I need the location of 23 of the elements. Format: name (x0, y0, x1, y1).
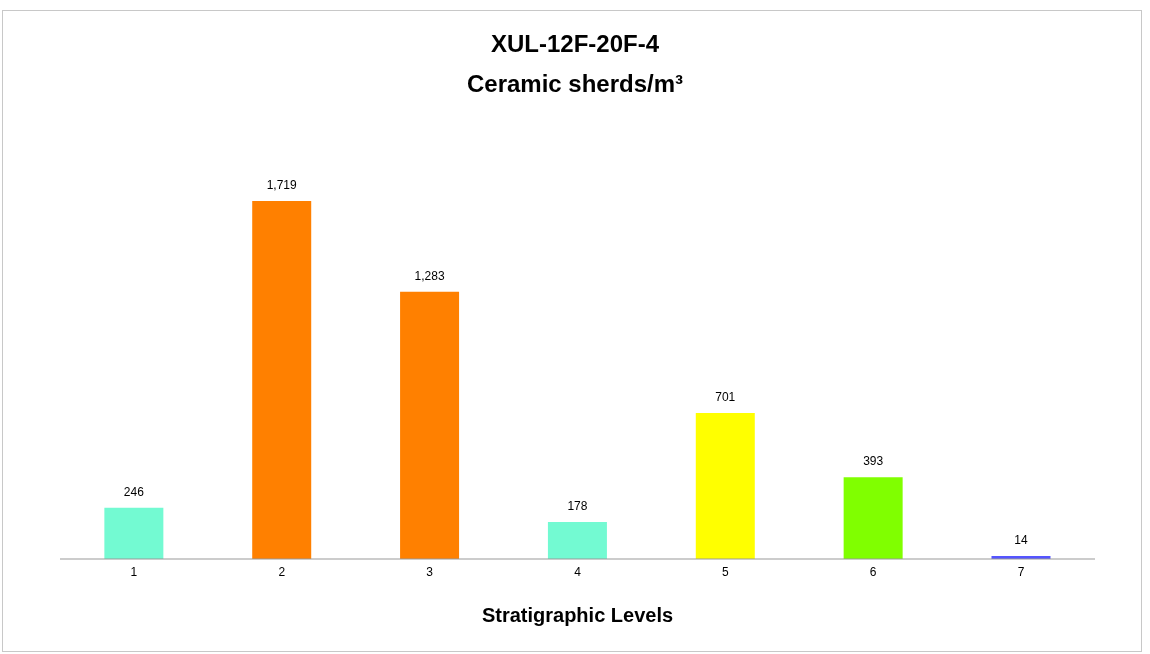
bar (695, 413, 755, 559)
data-label: 1,719 (266, 178, 298, 192)
data-label: 1,283 (414, 268, 445, 283)
x-tick-label: 1 (130, 564, 138, 579)
data-label: 178 (567, 498, 588, 513)
data-label: 246 (123, 484, 145, 499)
data-label: 701 (715, 390, 736, 405)
bar (547, 521, 607, 559)
data-label: 14 (1014, 533, 1028, 548)
x-tick-label: 4 (574, 564, 582, 579)
x-tick-label: 2 (278, 564, 286, 579)
x-tick-label: 7 (1017, 564, 1025, 579)
bar (843, 477, 903, 559)
data-label: 393 (863, 454, 884, 469)
chart-title: XUL-12F-20F-4 (489, 30, 660, 58)
x-axis-title: Stratigraphic Levels (481, 604, 674, 626)
bar (104, 507, 164, 559)
bar (400, 291, 460, 559)
x-tick-label: 3 (426, 564, 434, 579)
x-tick-label: 6 (869, 564, 877, 579)
bar (252, 201, 312, 559)
x-tick-label: 5 (722, 564, 730, 579)
chart-subtitle: Ceramic sherds/m³ (465, 70, 685, 98)
